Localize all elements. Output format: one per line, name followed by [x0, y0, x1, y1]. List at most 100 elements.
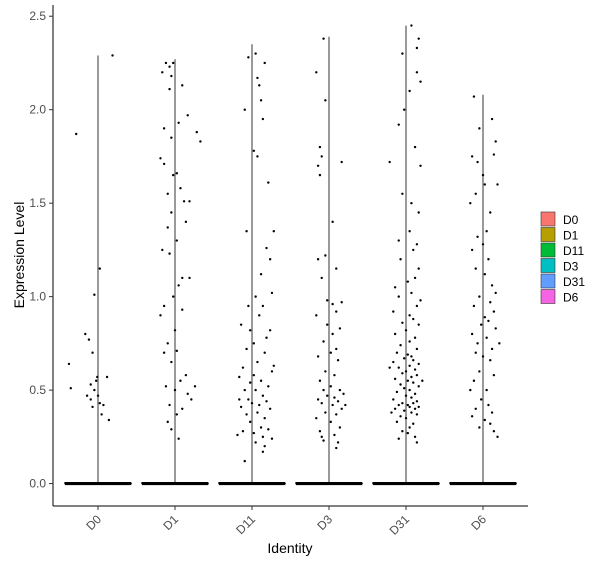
data-point: [335, 413, 338, 416]
data-point: [324, 411, 327, 414]
data-point: [263, 351, 266, 354]
data-point-zero: [360, 482, 363, 485]
data-point: [188, 200, 191, 203]
data-point: [338, 327, 342, 330]
data-point: [408, 89, 411, 93]
data-point: [336, 441, 340, 444]
data-point: [490, 284, 494, 287]
data-point: [335, 310, 338, 313]
data-point: [247, 56, 250, 59]
data-point: [164, 61, 168, 65]
data-point: [490, 411, 494, 414]
x-tick-label: D0: [83, 512, 104, 533]
data-point: [241, 430, 245, 433]
data-point: [401, 192, 404, 196]
data-point: [184, 373, 188, 377]
data-point: [331, 302, 334, 306]
data-point: [170, 428, 173, 431]
data-point: [100, 413, 103, 416]
data-point: [415, 400, 419, 403]
data-point: [417, 211, 420, 214]
data-point: [335, 446, 338, 450]
data-point: [408, 405, 411, 409]
data-point: [487, 319, 490, 323]
data-point: [408, 230, 411, 233]
data-point: [415, 46, 419, 50]
data-point: [331, 332, 334, 336]
data-point: [478, 426, 481, 429]
data-point: [340, 301, 343, 304]
data-point: [166, 420, 169, 424]
data-point: [392, 398, 395, 401]
data-point: [102, 403, 105, 407]
data-point: [162, 162, 166, 166]
data-point: [243, 459, 246, 463]
data-point: [478, 127, 481, 130]
data-point: [492, 310, 496, 313]
data-point: [410, 375, 413, 379]
data-point: [393, 407, 397, 410]
data-point: [161, 71, 164, 74]
data-point: [175, 413, 179, 416]
data-point: [67, 362, 71, 366]
data-point: [489, 211, 492, 214]
data-point: [333, 433, 336, 437]
data-point: [342, 392, 345, 396]
data-point: [408, 388, 411, 392]
data-point: [390, 411, 393, 414]
data-point: [248, 381, 252, 384]
data-point: [399, 415, 402, 418]
data-point: [340, 160, 343, 164]
data-point: [247, 398, 250, 401]
data-point: [397, 437, 400, 440]
data-point: [171, 173, 175, 177]
data-point: [322, 37, 325, 40]
data-point: [98, 267, 102, 270]
y-axis-title: Expression Level: [11, 202, 27, 309]
legend-key: [540, 211, 556, 227]
data-point: [254, 52, 257, 55]
x-tick-label: D3: [314, 512, 335, 533]
data-point: [410, 396, 413, 399]
data-point: [470, 155, 474, 158]
data-point: [489, 422, 492, 425]
data-point: [182, 200, 186, 203]
data-point: [388, 366, 391, 369]
data-point: [252, 431, 256, 435]
data-point: [243, 108, 246, 111]
data-point: [474, 407, 477, 410]
data-point: [267, 181, 270, 184]
data-point: [93, 388, 96, 392]
data-point: [397, 239, 400, 242]
data-point: [412, 381, 415, 384]
data-point: [75, 132, 78, 136]
data-point: [412, 422, 415, 425]
data-point: [413, 435, 417, 439]
data-point: [419, 164, 422, 167]
data-point-zero: [437, 482, 440, 485]
data-point: [239, 405, 243, 409]
data-point: [333, 396, 336, 399]
data-point: [393, 377, 397, 381]
data-point: [490, 347, 494, 351]
legend-key: [540, 242, 556, 258]
data-point: [322, 439, 325, 442]
data-point: [417, 362, 420, 366]
data-point: [161, 248, 164, 252]
y-tick-label: 2.5: [29, 9, 46, 23]
data-point: [395, 420, 399, 424]
data-point: [248, 420, 252, 424]
data-point: [331, 403, 334, 407]
data-point-zero: [129, 482, 132, 485]
data-point: [496, 435, 499, 439]
legend-label: D6: [563, 291, 579, 305]
y-tick-label: 0.0: [29, 477, 46, 491]
violin-layer: [65, 25, 516, 486]
data-point: [402, 409, 406, 412]
data-point: [96, 375, 99, 379]
data-point: [170, 136, 173, 139]
data-point: [166, 342, 169, 345]
data-point: [325, 323, 329, 326]
data-point: [261, 450, 265, 453]
data-point: [272, 230, 275, 233]
